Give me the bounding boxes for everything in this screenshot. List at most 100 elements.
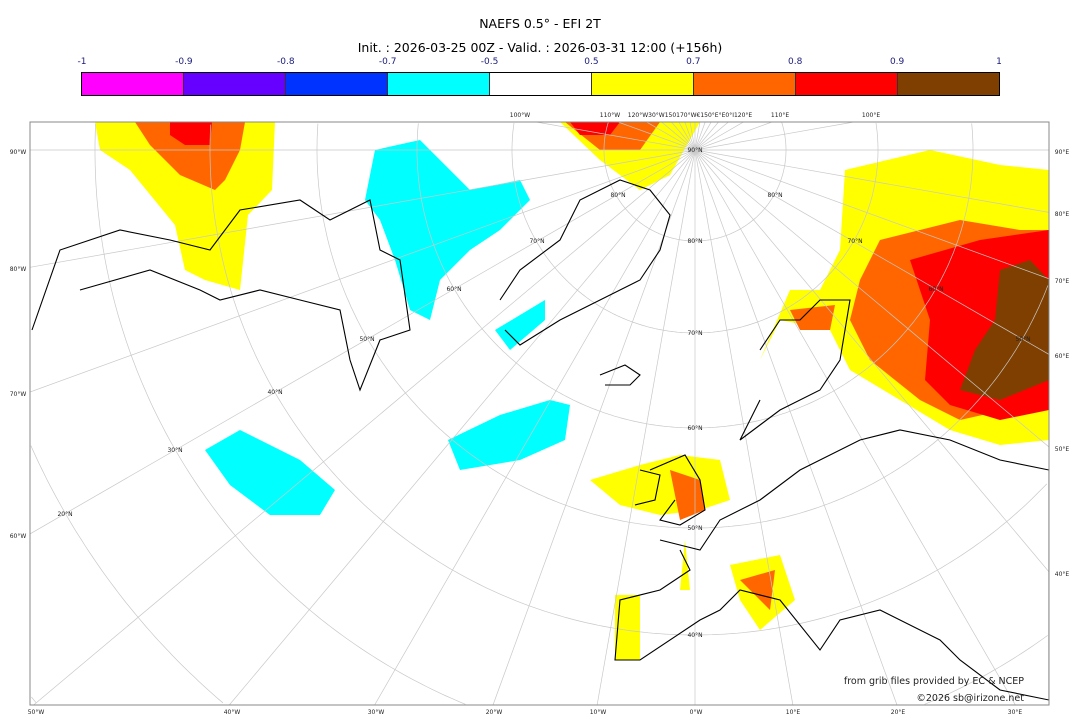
- efi-region: [205, 430, 335, 515]
- colorbar-tick-label: 0.8: [788, 57, 803, 67]
- meridian-line: [33, 149, 696, 705]
- colorbar-tick-label: 0.5: [584, 57, 599, 67]
- meridian-line: [694, 149, 794, 705]
- meridian-line: [694, 149, 1049, 280]
- latitude-line: [695, 123, 974, 429]
- axis-label: 20°N: [57, 511, 72, 518]
- meridian-line: [229, 149, 696, 705]
- colorbar-tick-label: -1: [77, 57, 87, 67]
- meridian-line: [694, 122, 744, 151]
- axis-label: 40°N: [267, 389, 282, 396]
- axis-label: 10°W: [590, 709, 607, 716]
- colorbar-tick-label: -0.7: [378, 57, 397, 67]
- meridian-line: [689, 122, 696, 151]
- meridian-line: [694, 149, 1049, 213]
- axis-label: 120°W30°W150170°W€150°E°E0°I120°E: [628, 112, 753, 119]
- meridian-line: [694, 149, 1016, 705]
- axis-label: 60°N: [928, 286, 943, 293]
- latitude-line: [94, 123, 466, 705]
- meridian-line: [596, 149, 696, 705]
- axis-label: 50°N: [359, 336, 374, 343]
- efi-region: [740, 570, 775, 610]
- latitude-line: [695, 285, 1049, 529]
- axis-label: 110°E: [771, 112, 789, 119]
- colorbar-tick-label: 0.7: [686, 57, 701, 67]
- colorbar-segment: [82, 73, 184, 95]
- axis-label: 40°N: [687, 632, 702, 639]
- axis-label: 70°N: [529, 238, 544, 245]
- meridian-line: [694, 122, 701, 151]
- axis-label: 50°N: [1015, 336, 1030, 343]
- meridian-line: [617, 122, 696, 151]
- axis-label: 60°N: [446, 286, 461, 293]
- axis-label: 30°N: [167, 447, 182, 454]
- axis-label: 60°E: [1055, 353, 1070, 360]
- axis-label: 20°W: [486, 709, 503, 716]
- axis-label: 30°E: [1008, 709, 1023, 716]
- axis-label: 70°N: [687, 330, 702, 337]
- latitude-line: [695, 122, 787, 242]
- coastline: [599, 364, 641, 386]
- meridian-line: [492, 149, 696, 705]
- axis-label: 50°N: [687, 525, 702, 532]
- colorbar-tick-label: -0.9: [175, 57, 193, 67]
- meridian-line: [678, 122, 696, 151]
- meridian-line: [694, 122, 854, 151]
- colorbar-segment: [796, 73, 898, 95]
- meridian-line: [374, 149, 696, 705]
- latitude-line: [924, 635, 1048, 705]
- colorbar-segment: [388, 73, 490, 95]
- colorbar-tick-label: 1: [996, 57, 1002, 67]
- axis-label: 70°E: [1055, 278, 1070, 285]
- axis-label: 90°E: [1055, 149, 1070, 156]
- efi-region: [495, 300, 545, 350]
- axis-label: 40°W: [224, 709, 241, 716]
- axis-label: 50°W: [28, 709, 45, 716]
- coastline: [634, 469, 661, 506]
- axis-label: 70°N: [847, 238, 862, 245]
- meridian-line: [694, 122, 773, 151]
- colorbar-tick-label: 0.9: [889, 57, 905, 67]
- colorbar-segment: [898, 73, 999, 95]
- efi-region: [680, 540, 690, 590]
- colorbar-tick-label: -0.5: [480, 57, 499, 67]
- axis-label: 10°E: [786, 709, 801, 716]
- colorbar-segment: [694, 73, 796, 95]
- axis-label: 60°N: [687, 425, 702, 432]
- efi-region: [615, 595, 640, 660]
- colorbar-segment: [592, 73, 694, 95]
- efi-region: [670, 470, 705, 520]
- axis-label: 70°W: [10, 391, 27, 398]
- axis-label: 80°W: [10, 266, 27, 273]
- meridian-line: [694, 149, 898, 705]
- latitude-line: [695, 483, 1048, 636]
- axis-label: 80°N: [687, 238, 702, 245]
- axis-label: 90°W: [10, 149, 27, 156]
- colorbar-segment: [286, 73, 388, 95]
- colorbar-segment: [184, 73, 286, 95]
- efi-region: [170, 122, 212, 145]
- meridian-line: [694, 149, 1049, 355]
- meridian-line: [684, 122, 696, 151]
- axis-label: 60°W: [10, 533, 27, 540]
- meridian-line: [30, 149, 696, 393]
- latitude-line: [209, 124, 695, 636]
- axis-label: 80°N: [767, 192, 782, 199]
- efi-region: [960, 260, 1049, 400]
- colorbar: [81, 72, 1000, 96]
- coastline: [614, 429, 1049, 701]
- meridian-line: [694, 149, 1049, 448]
- meridian-line: [671, 122, 696, 151]
- efi-region: [135, 122, 245, 190]
- axis-label: 0°W: [690, 709, 703, 716]
- latitude-line: [603, 122, 695, 242]
- latitude-line: [31, 696, 37, 704]
- meridian-line: [694, 122, 706, 151]
- axis-label: 100°E: [862, 112, 880, 119]
- axis-label: 40°E: [1055, 571, 1070, 578]
- coastline: [649, 454, 706, 526]
- axis-label: 100°W: [510, 112, 530, 119]
- axis-label: 80°E: [1055, 211, 1070, 218]
- efi-region: [448, 400, 570, 470]
